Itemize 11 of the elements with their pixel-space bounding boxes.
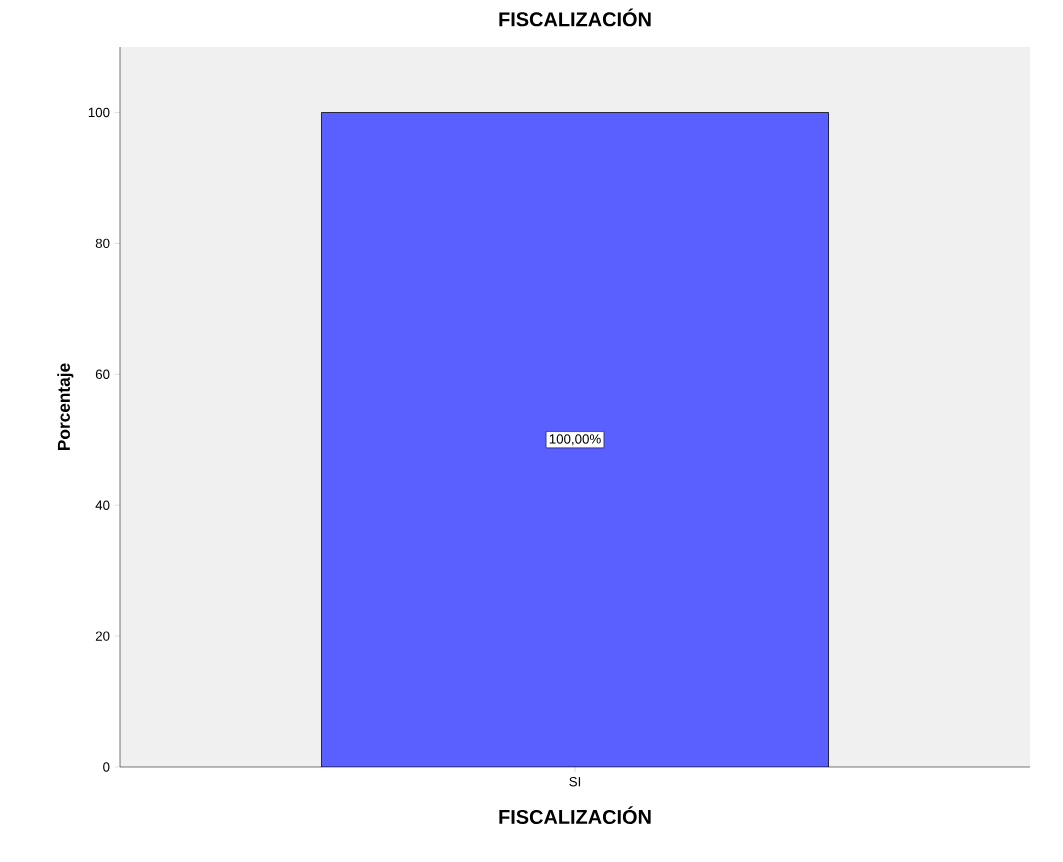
x-axis-title: FISCALIZACIÓN: [499, 806, 651, 824]
y-tick-label: 20: [95, 631, 110, 641]
y-tick-label: 80: [95, 238, 110, 249]
y-tick-label: 60: [95, 369, 110, 379]
y-tick-label: 40: [95, 500, 110, 510]
x-tick-label: SI: [569, 777, 581, 787]
y-axis-title: Porcentaje: [57, 363, 74, 450]
chart-title: FISCALIZACIÓN: [499, 8, 651, 27]
y-tick-label: 100: [88, 107, 110, 118]
y-tick-label: 0: [103, 762, 110, 772]
data-label: 100,00%: [549, 434, 601, 446]
